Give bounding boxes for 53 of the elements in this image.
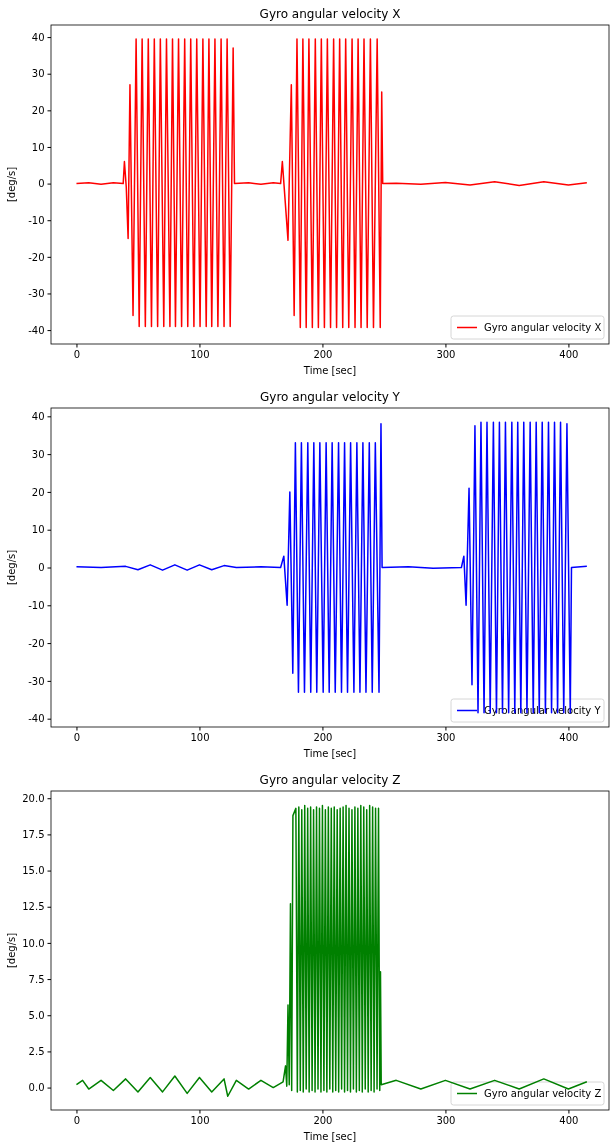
y-tick-label: -30 — [28, 288, 45, 300]
chart-title: Gyro angular velocity Y — [260, 390, 401, 404]
x-tick-label: 100 — [190, 1114, 210, 1126]
y-tick-label: -20 — [28, 637, 45, 649]
x-tick-label: 200 — [313, 1114, 333, 1126]
x-tick-label: 100 — [190, 731, 210, 743]
y-tick-label: -40 — [28, 324, 45, 336]
y-tick-label: 0 — [38, 178, 45, 190]
y-tick-label: 40 — [31, 31, 45, 43]
y-tick-label: 17.5 — [22, 829, 45, 841]
x-tick-label: 300 — [436, 348, 456, 360]
y-tick-label: 20 — [31, 486, 45, 498]
y-tick-label: 0.0 — [28, 1082, 45, 1094]
y-tick-label: 10 — [31, 141, 45, 153]
y-tick-label: 40 — [31, 411, 45, 423]
chart-title: Gyro angular velocity X — [259, 7, 401, 21]
y-tick-label: -30 — [28, 675, 45, 687]
x-axis-title: Time [sec] — [302, 365, 357, 376]
legend-label: Gyro angular velocity Z — [484, 1088, 602, 1099]
x-tick-label: 400 — [559, 348, 579, 360]
x-tick-label: 300 — [436, 1114, 456, 1126]
x-tick-label: 0 — [73, 731, 81, 743]
y-tick-label: 15.0 — [22, 865, 45, 877]
x-tick-label: 0 — [73, 1114, 81, 1126]
y-axis-title: [deg/s] — [6, 549, 17, 586]
y-tick-label: 10 — [31, 524, 45, 536]
x-tick-label: 200 — [313, 731, 333, 743]
x-tick-label: 400 — [559, 1114, 579, 1126]
y-tick-label: 7.5 — [28, 973, 45, 985]
chart-title: Gyro angular velocity Z — [259, 773, 401, 787]
y-tick-label: 10.0 — [22, 937, 45, 949]
legend-label: Gyro angular velocity X — [484, 322, 602, 333]
y-axis-title: [deg/s] — [6, 932, 17, 969]
x-tick-label: 300 — [436, 731, 456, 743]
x-tick-label: 200 — [313, 348, 333, 360]
x-axis-title: Time [sec] — [302, 748, 357, 759]
y-tick-label: -10 — [28, 600, 45, 611]
y-tick-label: 20.0 — [22, 792, 45, 804]
y-tick-label: 30 — [31, 448, 45, 460]
y-tick-label: -20 — [28, 251, 45, 263]
x-tick-label: 100 — [190, 348, 210, 360]
y-tick-label: 0 — [38, 562, 45, 574]
y-axis-title: [deg/s] — [6, 166, 17, 203]
y-tick-label: 12.5 — [22, 901, 45, 913]
x-tick-label: 400 — [559, 731, 579, 743]
y-tick-label: 30 — [31, 68, 45, 80]
y-tick-label: 5.0 — [28, 1009, 45, 1021]
y-tick-label: -40 — [28, 713, 45, 725]
y-tick-label: -10 — [28, 214, 45, 226]
x-tick-label: 0 — [73, 348, 81, 360]
y-tick-label: 20 — [31, 105, 45, 117]
x-axis-title: Time [sec] — [302, 1131, 357, 1142]
y-tick-label: 2.5 — [28, 1046, 45, 1058]
